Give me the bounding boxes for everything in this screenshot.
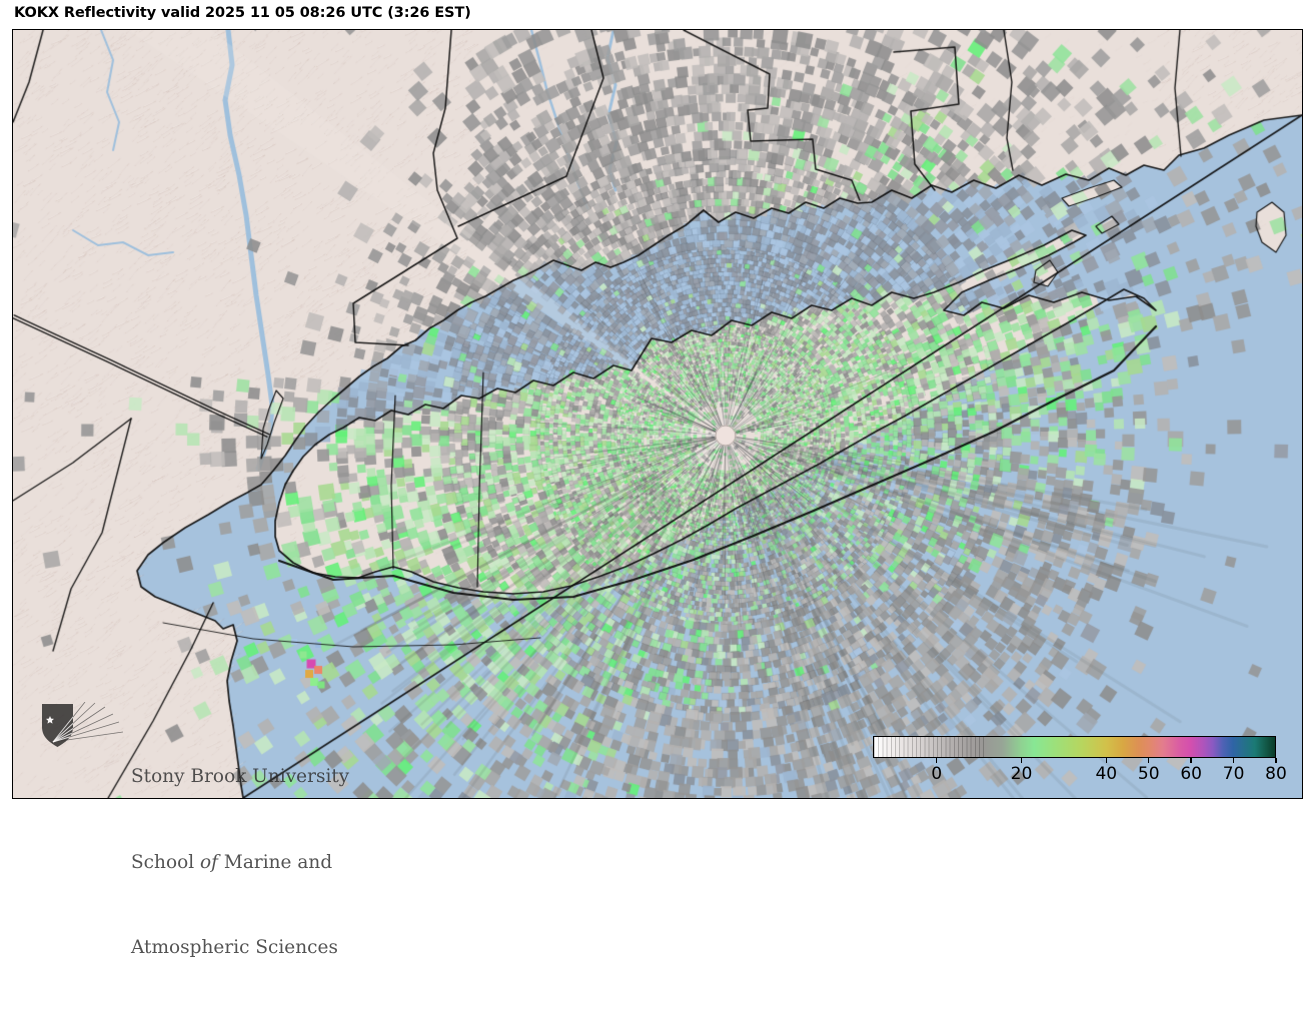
colorbar-tick-label: 20 [1010, 764, 1033, 784]
logo-line-3: Atmospheric Sciences [131, 937, 338, 958]
colorbar-tick [1020, 758, 1023, 763]
colorbar-tick [1105, 758, 1108, 763]
logo-line-2: School of Marine and [131, 851, 333, 873]
colorbar-tick-label: 80 [1265, 764, 1287, 784]
colorbar-discrete-segments [874, 737, 987, 757]
colorbar-tick-label: 70 [1222, 764, 1245, 784]
colorbar-tick [1147, 758, 1150, 763]
colorbar-tick-label: 0 [931, 764, 943, 784]
map-frame: Stony Brook University School of Marine … [12, 29, 1303, 958]
figure-title: KOKX Reflectivity valid 2025 11 05 08:26… [14, 5, 471, 21]
colorbar-tick [1275, 758, 1277, 763]
radar-map-canvas [13, 30, 1302, 798]
colorbar-tick [1190, 758, 1192, 763]
colorbar-gradient [873, 736, 1276, 758]
reflectivity-colorbar: 0 20 40 50 60 70 80 [873, 736, 1287, 790]
colorbar-tick-label: 50 [1137, 764, 1160, 784]
colorbar-tick-label: 40 [1095, 764, 1118, 784]
colorbar-tick [935, 758, 938, 763]
colorbar-tick-label: 60 [1180, 764, 1202, 784]
colorbar-tick [1232, 758, 1235, 763]
